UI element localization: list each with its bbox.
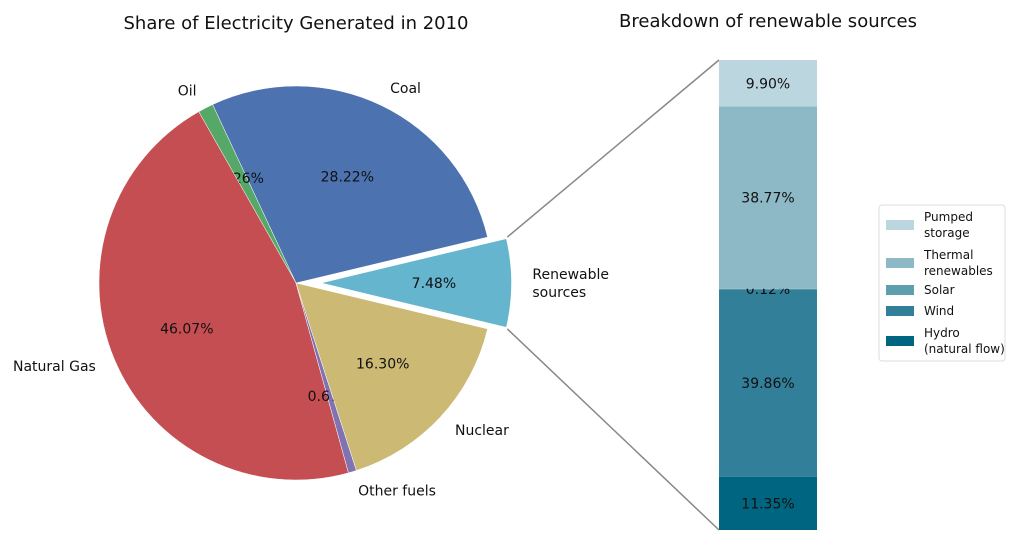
bar-label-wind: 39.86%: [741, 376, 794, 392]
pie-slice-nuclear: [295, 282, 488, 471]
slice-label-other-fuels: Other fuels: [358, 484, 436, 500]
pie-slice-natural-gas: [98, 111, 349, 481]
pie: 7.48%Renewable sources28.22%Coal1.26%Oil4…: [13, 81, 609, 500]
stacked-bar: 11.35%39.86%0.12%38.77%9.90%: [506, 59, 817, 531]
pie-slice-renewable-sources: [315, 235, 515, 331]
legend: Pumped storage Thermal renewables Solar Wind H…: [878, 204, 1006, 362]
bar-label-pumped-storage: 9.90%: [746, 76, 790, 92]
pct-label-natural-gas: 46.07%: [160, 321, 213, 337]
slice-label-coal: Coal: [390, 81, 421, 97]
bar-segment-wind: [719, 289, 817, 477]
pct-label-coal: 28.22%: [321, 170, 374, 186]
bar-segment-pumped-storage: [719, 60, 817, 107]
legend-label-pumped-storage: Pumped storage: [924, 210, 973, 240]
bar-segment-thermal-renewables: [719, 106, 817, 289]
pct-label-renewable-sources: 7.48%: [412, 276, 456, 292]
legend-swatch-wind: [886, 306, 914, 316]
slice-label-oil: Oil: [178, 83, 197, 99]
legend-swatch-hydro-natural-flow: [886, 336, 914, 346]
pie-title: Share of Electricity Generated in 2010: [123, 13, 468, 34]
legend-box: [878, 204, 1006, 362]
legend-label-solar: Solar: [924, 283, 955, 297]
pct-label-nuclear: 16.30%: [356, 356, 409, 372]
bar-segment-hydro-natural-flow: [719, 476, 817, 530]
legend-label-thermal-renewables: Thermal renewables: [923, 248, 993, 278]
bar-title: Breakdown of renewable sources: [619, 11, 917, 32]
legend-swatch-thermal-renewables: [886, 258, 914, 268]
connector-top: [506, 59, 720, 238]
legend-label-wind: Wind: [924, 304, 954, 318]
slice-label-nuclear: Nuclear: [455, 423, 509, 439]
pie-slice-coal: [212, 85, 488, 284]
bar-label-hydro-natural-flow: 11.35%: [741, 496, 794, 512]
slice-label-natural-gas: Natural Gas: [13, 359, 96, 375]
legend-swatch-solar: [886, 285, 914, 295]
legend-label-hydro-natural-flow: Hydro (natural flow): [924, 326, 1005, 356]
connector-bottom: [506, 328, 720, 531]
bar-label-thermal-renewables: 38.77%: [741, 191, 794, 207]
legend-swatch-pumped-storage: [886, 220, 914, 230]
bar-segment-solar: [719, 288, 817, 290]
slice-label-renewable-sources: Renewable sources: [532, 267, 609, 301]
